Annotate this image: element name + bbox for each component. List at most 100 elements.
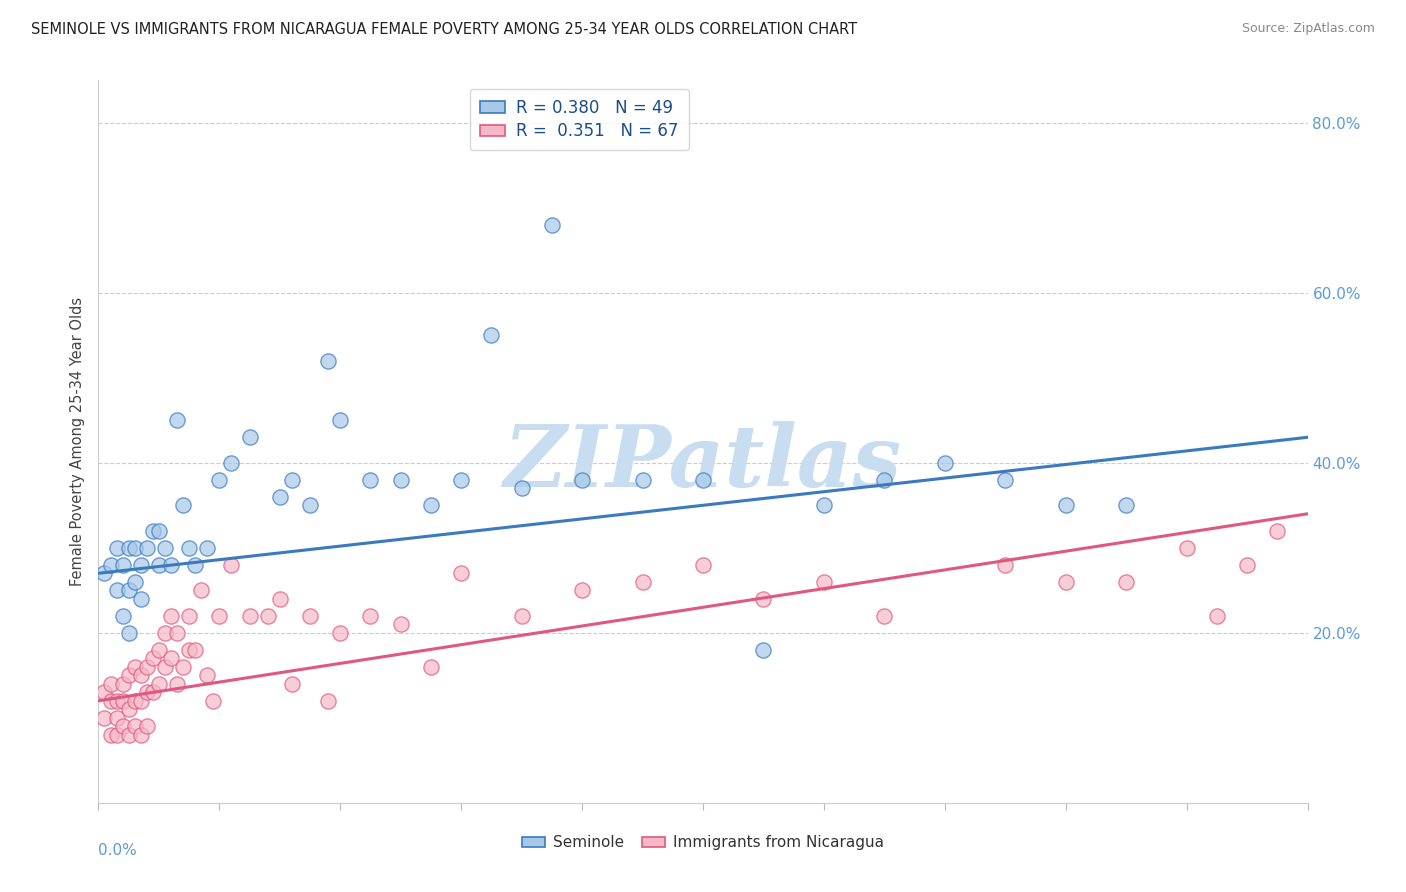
Point (153, 541, 176, 555)
Point (111, 719, 134, 733)
Point (1236, 558, 1258, 572)
Point (631, 574, 654, 589)
Point (105, 711, 128, 725)
Point (105, 728, 128, 742)
Point (316, 353, 339, 368)
Point (329, 625, 352, 640)
Point (389, 473, 412, 487)
Point (179, 642, 201, 657)
Point (129, 591, 152, 606)
Point (873, 608, 896, 623)
Point (124, 719, 146, 733)
Text: SEMINOLE VS IMMIGRANTS FROM NICARAGUA FEMALE POVERTY AMONG 25-34 YEAR OLDS CORRE: SEMINOLE VS IMMIGRANTS FROM NICARAGUA FE… (31, 22, 858, 37)
Point (195, 668, 218, 682)
Point (129, 558, 152, 572)
Point (994, 558, 1017, 572)
Point (124, 660, 146, 674)
Text: ZIPatlas: ZIPatlas (503, 421, 903, 505)
Point (179, 541, 201, 555)
Point (420, 660, 443, 674)
Point (540, 218, 562, 232)
Point (450, 566, 472, 581)
Point (118, 702, 141, 716)
Point (389, 617, 412, 632)
Point (208, 473, 231, 487)
Point (179, 608, 201, 623)
Point (316, 694, 339, 708)
Point (105, 541, 128, 555)
Point (100, 694, 122, 708)
Point (202, 694, 225, 708)
Point (221, 558, 243, 572)
Point (166, 677, 188, 691)
Point (135, 660, 157, 674)
Point (100, 728, 122, 742)
Point (269, 591, 291, 606)
Point (148, 642, 170, 657)
Point (208, 608, 231, 623)
Text: Source: ZipAtlas.com: Source: ZipAtlas.com (1241, 22, 1375, 36)
Point (105, 583, 128, 598)
Point (692, 558, 714, 572)
Point (329, 413, 352, 427)
Point (195, 541, 218, 555)
Point (994, 473, 1017, 487)
Point (360, 608, 382, 623)
Point (360, 473, 382, 487)
Point (1115, 498, 1137, 512)
Point (111, 608, 134, 623)
Legend: Seminole, Immigrants from Nicaragua: Seminole, Immigrants from Nicaragua (516, 830, 890, 856)
Text: 0.0%: 0.0% (98, 843, 138, 857)
Point (813, 498, 835, 512)
Point (118, 583, 141, 598)
Point (281, 473, 304, 487)
Point (153, 625, 176, 640)
Point (142, 651, 165, 665)
Point (934, 456, 956, 470)
Point (105, 694, 128, 708)
Point (142, 685, 165, 699)
Point (571, 583, 593, 598)
Point (1175, 541, 1198, 555)
Point (148, 558, 170, 572)
Point (160, 651, 183, 665)
Point (148, 524, 170, 538)
Point (239, 608, 262, 623)
Y-axis label: Female Poverty Among 25-34 Year Olds: Female Poverty Among 25-34 Year Olds (69, 297, 84, 586)
Point (129, 694, 152, 708)
Point (510, 481, 533, 495)
Point (1054, 498, 1077, 512)
Point (813, 574, 835, 589)
Point (93, 685, 115, 699)
Point (873, 473, 896, 487)
Point (124, 574, 146, 589)
Point (172, 660, 194, 674)
Point (239, 430, 262, 444)
Point (299, 608, 322, 623)
Point (129, 668, 152, 682)
Point (118, 541, 141, 555)
Point (118, 728, 141, 742)
Point (135, 541, 157, 555)
Point (481, 328, 503, 343)
Point (160, 608, 183, 623)
Point (631, 473, 654, 487)
Point (281, 677, 304, 691)
Point (129, 728, 152, 742)
Point (1267, 524, 1289, 538)
Point (752, 642, 775, 657)
Point (111, 677, 134, 691)
Point (124, 541, 146, 555)
Point (111, 694, 134, 708)
Point (269, 490, 291, 504)
Point (1206, 608, 1229, 623)
Point (118, 625, 141, 640)
Point (184, 558, 207, 572)
Point (256, 608, 278, 623)
Point (135, 685, 157, 699)
Point (100, 677, 122, 691)
Point (221, 456, 243, 470)
Point (1054, 574, 1077, 589)
Point (450, 473, 472, 487)
Point (93, 566, 115, 581)
